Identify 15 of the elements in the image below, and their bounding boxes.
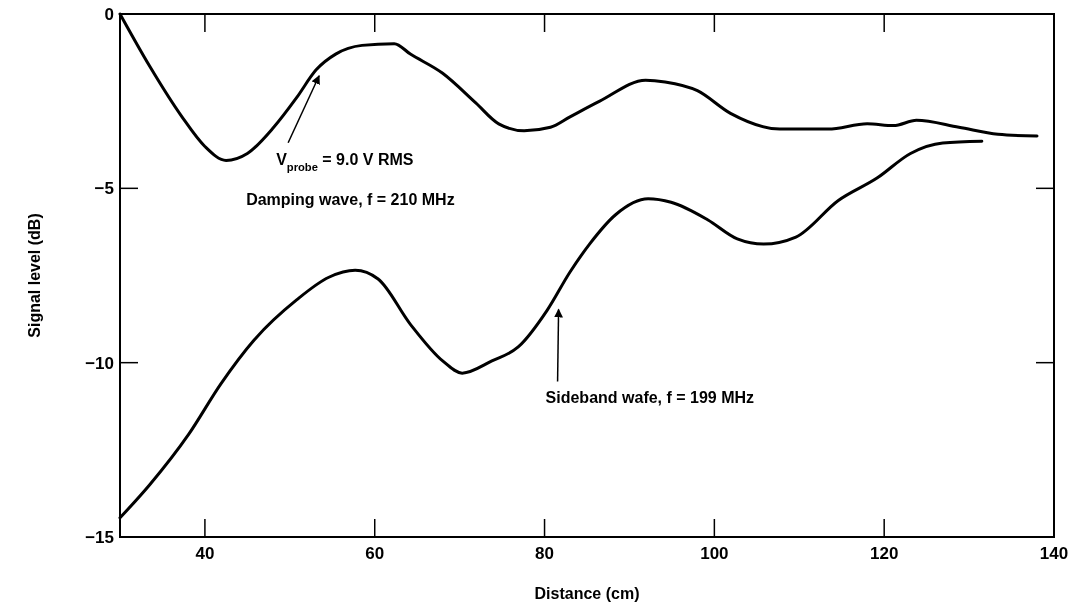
y-axis-title: Signal level (dB) xyxy=(26,213,43,338)
annotation: Sideband wafe, f = 199 MHz xyxy=(545,389,755,407)
annotation: Damping wave, f = 210 MHz xyxy=(246,190,455,208)
y-tick-label: 0 xyxy=(104,4,114,24)
x-tick-label: 100 xyxy=(700,544,729,563)
x-tick-label: 140 xyxy=(1039,544,1069,563)
annotation: V$_{probe}$ = 9.0 V RMS xyxy=(276,150,414,173)
x-tick-label: 40 xyxy=(195,544,215,563)
x-tick-label: 60 xyxy=(365,544,385,563)
x-tick-label: 80 xyxy=(535,544,555,563)
x-axis-title: Distance (cm) xyxy=(534,585,640,602)
y-tick-label: −15 xyxy=(85,527,114,547)
y-tick-label: −10 xyxy=(85,353,114,373)
y-tick-label: −5 xyxy=(94,179,114,199)
x-tick-label: 120 xyxy=(869,544,899,563)
